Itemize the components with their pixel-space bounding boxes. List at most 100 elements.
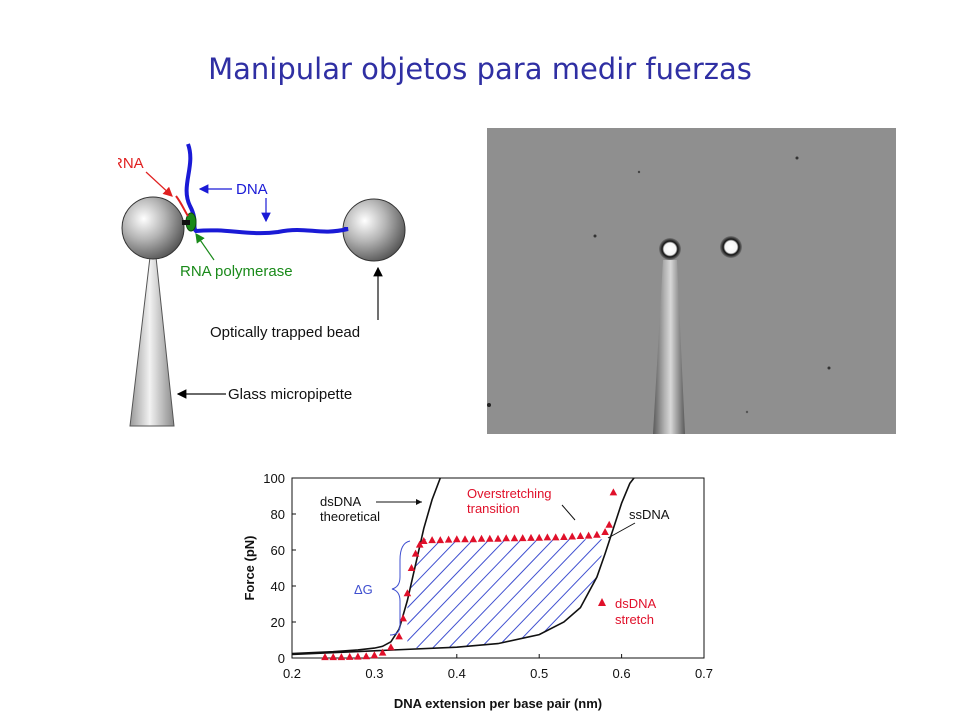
delta-g-hatch	[407, 523, 720, 658]
data-point	[428, 536, 436, 544]
data-point	[518, 534, 527, 542]
hatch-line	[438, 539, 570, 649]
data-point	[502, 534, 511, 542]
data-points	[321, 488, 618, 661]
legend-marker	[598, 598, 606, 606]
data-point	[527, 533, 535, 541]
hatch-line	[663, 523, 720, 658]
y-tick-label: 40	[271, 579, 285, 594]
y-tick-label: 100	[263, 471, 285, 486]
hatch-line	[598, 539, 606, 649]
data-point	[601, 528, 609, 535]
ssdna-curve	[292, 478, 635, 656]
data-point	[411, 549, 420, 557]
ssdna-arrow	[607, 522, 636, 539]
data-point	[560, 533, 568, 540]
polymerase-arrow	[195, 233, 215, 261]
glass-micropipette	[129, 256, 175, 427]
legend-label: dsDNA	[615, 596, 657, 611]
page-title: Manipular objetos para medir fuerzas	[208, 52, 752, 86]
axes: 0.2 0.3 0.4 0.5 0.6 0.7 0 20 40 60 80 100	[263, 471, 713, 681]
data-point	[494, 534, 502, 542]
data-point	[420, 537, 428, 544]
x-tick-label: 0.7	[695, 666, 713, 681]
hatch-line	[407, 539, 458, 649]
y-tick-label: 60	[271, 543, 285, 558]
data-point	[321, 653, 329, 661]
hatch-line	[407, 539, 522, 649]
hatch-line	[695, 523, 720, 658]
x-axis-label: DNA extension per base pair (nm)	[394, 696, 602, 711]
data-point	[535, 533, 543, 541]
ssdna-label: ssDNA	[629, 507, 670, 522]
data-point	[568, 532, 576, 540]
bead-label: Optically trapped bead	[210, 324, 360, 341]
data-point	[395, 632, 403, 640]
legend-label-2: stretch	[615, 612, 654, 627]
hatch-line	[534, 539, 606, 649]
left-bead	[121, 196, 185, 260]
trapped-bead-image	[720, 236, 742, 258]
data-point	[362, 652, 370, 660]
dna-label: DNA	[236, 181, 268, 198]
data-point	[436, 536, 445, 544]
x-tick-label: 0.6	[613, 666, 631, 681]
data-point	[461, 535, 469, 543]
pipette-label: Glass micropipette	[228, 386, 352, 403]
polymerase-label: RNA polymerase	[180, 263, 293, 280]
rna-arrow	[145, 171, 173, 197]
hatch-line	[679, 523, 720, 658]
hatch-line	[470, 539, 602, 649]
speck	[745, 410, 749, 414]
hatch-line	[454, 539, 586, 649]
delta-g-brace	[389, 540, 411, 636]
data-point	[387, 643, 395, 651]
data-point	[415, 540, 424, 548]
arrowhead	[416, 499, 422, 505]
plot-frame	[291, 477, 705, 659]
hatch-line	[407, 539, 538, 649]
dsdna-theoretical-curve	[292, 478, 442, 655]
hatch-line	[407, 539, 506, 649]
speck	[827, 366, 831, 370]
delta-g-label: ΔG	[354, 582, 373, 597]
data-point	[399, 614, 407, 622]
data-point	[543, 533, 552, 541]
x-tick-label: 0.2	[283, 666, 301, 681]
data-point	[486, 534, 494, 542]
hatch-line	[582, 539, 606, 649]
hatch-line	[550, 539, 606, 649]
data-point	[510, 534, 519, 542]
data-point	[584, 531, 593, 539]
hatch-line	[407, 539, 410, 649]
rna-strand	[175, 195, 189, 217]
data-point	[453, 535, 461, 543]
data-point	[370, 651, 379, 659]
y-tick-label: 20	[271, 615, 285, 630]
data-point	[403, 589, 412, 597]
hatch-line	[631, 523, 720, 658]
dsdna-theoretical-label-2: theoretical	[320, 509, 380, 524]
dsdna-theoretical-label: dsDNA	[320, 494, 362, 509]
hatch-line	[502, 539, 606, 649]
data-point	[337, 653, 346, 661]
x-tick-label: 0.5	[530, 666, 548, 681]
y-tick-label: 80	[271, 507, 285, 522]
data-point	[593, 530, 601, 538]
micropipette-image	[653, 260, 685, 434]
held-bead-image	[659, 238, 681, 260]
hatch-line	[407, 539, 490, 649]
optically-trapped-bead	[342, 198, 406, 262]
x-tick-label: 0.3	[365, 666, 383, 681]
y-tick-label: 0	[278, 651, 285, 666]
data-point	[407, 564, 416, 571]
hatch-line	[566, 539, 606, 649]
hatch-line	[711, 523, 720, 658]
data-point	[329, 653, 337, 661]
speck	[593, 234, 597, 238]
hatch-line	[422, 539, 554, 649]
data-point	[576, 532, 585, 539]
hatch-line	[647, 523, 720, 658]
speck	[637, 170, 641, 174]
data-point	[444, 535, 453, 543]
